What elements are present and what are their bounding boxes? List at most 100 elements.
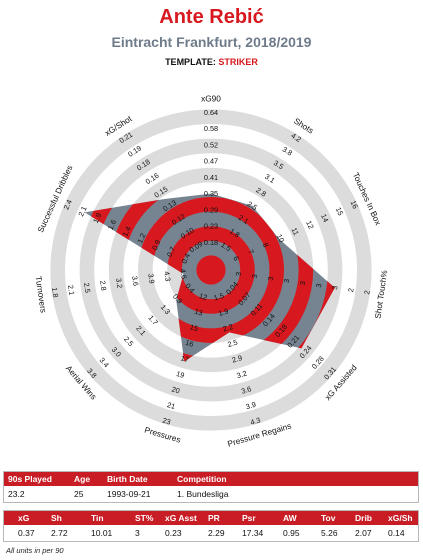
radar-chart: 0.640.580.520.470.410.350.290.230.184.23… <box>34 93 390 448</box>
stats-header-cell: Tin <box>91 513 104 523</box>
stats-header-cell: PR <box>208 513 220 523</box>
radar-tick-label: 16 <box>349 199 361 210</box>
radar-tick-label: 0.64 <box>204 108 218 117</box>
info-table-header: 90s Played Age Birth Date Competition <box>4 472 418 486</box>
radar-tick-label: 0.18 <box>204 238 218 247</box>
info-table: 90s Played Age Birth Date Competition 23.2 2… <box>3 471 419 503</box>
radar-tick-label: 8 <box>261 241 271 248</box>
radar-tick-label: 1.6 <box>106 218 118 231</box>
radar-ring <box>50 109 372 431</box>
radar-tick-label: 3.9 <box>245 400 257 411</box>
stats-table-header: xG Sh Tin ST% xG Asst PR Psr AW Tov Drib xG/Sh <box>4 511 418 525</box>
radar-tick-label: 15 <box>189 322 199 333</box>
radar-tick-label: 7 <box>246 248 256 255</box>
stats-value-cell: 5.26 <box>321 528 338 538</box>
template-line: TEMPLATE: STRIKER <box>0 57 423 67</box>
radar-tick-label: 23 <box>161 416 171 427</box>
team-season: Eintracht Frankfurt, 2018/2019 <box>111 34 312 50</box>
radar-tick-label: 2 <box>346 287 355 292</box>
radar-tick-label: 2 <box>362 290 371 295</box>
radar-tick-label: 3 <box>234 271 243 276</box>
stats-header-cell: AW <box>283 513 297 523</box>
radar-tick-label: 2.1 <box>66 284 76 295</box>
radar-tick-label: 3 <box>266 276 275 281</box>
radar-tick-label: 12 <box>304 219 316 230</box>
radar-tick-label: 3.2 <box>236 369 248 380</box>
radar-axis-label: Turnovers <box>34 275 49 313</box>
radar-tick-label: 2.4 <box>62 198 74 211</box>
radar-tick-label: 16 <box>184 338 194 349</box>
stats-value-cell: 0.37 <box>18 528 35 538</box>
radar-tick-label: 19 <box>175 369 185 380</box>
info-value-cell: 25 <box>74 489 84 499</box>
radar-tick-label: 3 <box>250 274 259 279</box>
stats-value-cell: 2.07 <box>355 528 372 538</box>
radar-tick-label: 3.2 <box>114 278 124 289</box>
radar-tick-label: 3.6 <box>130 275 140 286</box>
radar-tick-label: 1.2 <box>135 232 147 245</box>
stats-table: xG Sh Tin ST% xG Asst PR Psr AW Tov Drib xG/Sh 0.3… <box>3 510 419 542</box>
radar-tick-label: 14 <box>319 212 331 223</box>
radar-tick-label: 3.9 <box>146 273 156 284</box>
info-value-cell: 1993-09-21 <box>107 489 151 499</box>
radar-tick-label: 0.52 <box>204 140 218 149</box>
stats-header-cell: Sh <box>51 513 62 523</box>
radar-tick-label: 0.35 <box>204 189 218 198</box>
radar-tick-label: 2.5 <box>82 282 92 293</box>
stats-value-cell: 0.14 <box>388 528 405 538</box>
radar-tick-label: 17 <box>180 353 190 364</box>
stats-value-cell: 2.29 <box>208 528 225 538</box>
radar-tick-label: 3.1 <box>263 172 276 185</box>
radar-tick-label: 4.6 <box>178 268 188 279</box>
radar-tick-label: 3.6 <box>240 384 252 395</box>
template-value: STRIKER <box>218 57 258 67</box>
stats-header-cell: xG/Sh <box>388 513 413 523</box>
stats-value-cell: 2.72 <box>51 528 68 538</box>
stats-value-cell: 0.23 <box>165 528 182 538</box>
stats-table-row: 0.37 2.72 10.01 3 0.23 2.29 17.34 0.95 5.26 2.07 0… <box>4 525 418 541</box>
info-table-row: 23.2 25 1993-09-21 1. Bundesliga <box>4 486 418 502</box>
radar-tick-label: 1.8 <box>50 287 60 298</box>
stats-header-cell: ST% <box>135 513 154 523</box>
info-header-cell: Competition <box>177 474 227 484</box>
player-name: Ante Rebić <box>159 6 264 28</box>
radar-tick-label: 2.2 <box>222 322 234 333</box>
info-header-cell: Birth Date <box>107 474 148 484</box>
radar-axis-label: Pressures <box>143 425 182 445</box>
stats-header-cell: xG <box>18 513 30 523</box>
footnote: All units in per 90 <box>6 546 64 555</box>
radar-center-disc <box>196 255 226 285</box>
radar-tick-label: 15 <box>334 206 346 217</box>
stats-value-cell: 17.34 <box>242 528 264 538</box>
info-header-cell: 90s Played <box>8 474 52 484</box>
template-label: TEMPLATE: <box>165 57 216 67</box>
stats-header-cell: Psr <box>242 513 256 523</box>
radar-tick-label: 12 <box>198 291 208 302</box>
radar-tick-label: 0.41 <box>204 173 218 182</box>
radar-tick-label: 0.47 <box>204 157 218 166</box>
radar-tick-label: 1.5 <box>213 291 225 302</box>
radar-tick-label: 20 <box>171 385 181 396</box>
radar-tick-label: 0.23 <box>204 222 218 231</box>
radar-tick-label: 3 <box>282 278 291 283</box>
stats-value-cell: 0.95 <box>283 528 300 538</box>
stats-value-cell: 3 <box>135 528 140 538</box>
stats-header-cell: Tov <box>321 513 336 523</box>
radar-tick-label: 0.7 <box>165 245 177 258</box>
radar-tick-label: 0.9 <box>150 239 162 252</box>
radar-tick-label: 13 <box>193 307 203 318</box>
radar-ring <box>79 138 343 402</box>
info-header-cell: Age <box>74 474 91 484</box>
radar-tick-label: 2.9 <box>231 353 243 364</box>
radar-tick-label: 6 <box>231 255 241 262</box>
radar-tick-label: 0.4 <box>180 252 192 265</box>
radar-tick-label: 2.8 <box>98 280 108 291</box>
radar-tick-label: 10 <box>275 233 287 244</box>
radar-tick-label: 1.9 <box>217 306 229 317</box>
radar-tick-label: 1.4 <box>121 225 133 238</box>
radar-tick-label: 2.5 <box>226 338 238 349</box>
radar-axis-label: Shot Touch% <box>372 269 389 319</box>
info-value-cell: 23.2 <box>8 489 25 499</box>
radar-tick-label: 2.1 <box>76 205 88 218</box>
radar-tick-label: 1.9 <box>91 212 103 225</box>
